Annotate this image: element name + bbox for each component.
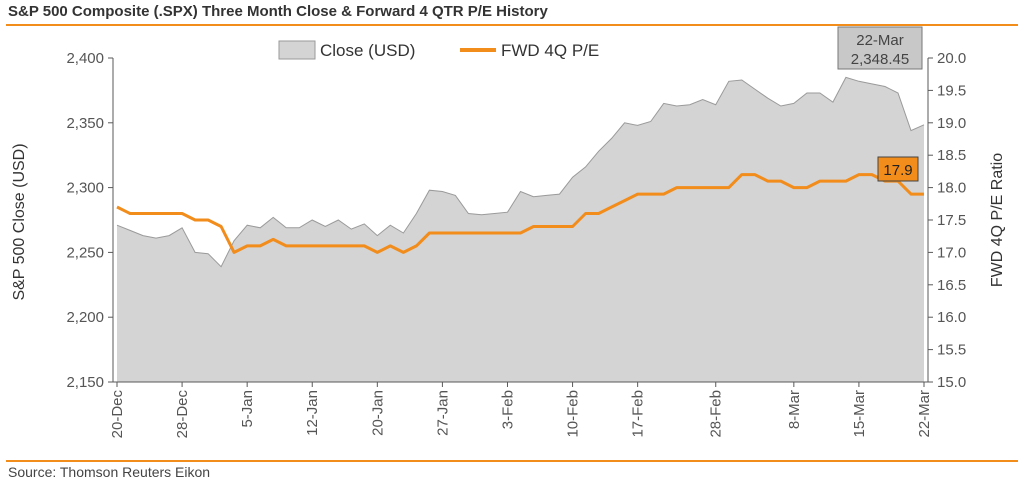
legend-swatch-close [278, 40, 316, 60]
legend: Close (USD) FWD 4Q P/E [278, 40, 599, 60]
x-tick-label: 12-Jan [304, 390, 321, 436]
axes [108, 57, 933, 387]
x-tick-label: 22-Mar [916, 390, 933, 438]
annotations: 22-Mar 2,348.45 17.9 [837, 26, 923, 182]
x-tick-label: 28-Feb [708, 390, 725, 438]
x-tick-label: 15-Mar [851, 390, 868, 438]
x-tick-label: 10-Feb [565, 390, 582, 438]
legend-label-close: Close (USD) [320, 41, 415, 60]
pe-series-layer [116, 173, 924, 254]
x-tick-label: 5-Jan [239, 390, 256, 428]
source-note: Source: Thomson Reuters Eikon [8, 464, 211, 480]
chart-title: S&P 500 Composite (.SPX) Three Month Clo… [8, 3, 548, 20]
y-left-tick-label: 2,400 [66, 50, 104, 67]
y-right-tick-label: 17.0 [937, 244, 966, 261]
y-left-axis-title: S&P 500 Close (USD) [11, 143, 28, 300]
x-tick-label: 28-Dec [174, 390, 191, 439]
y-right-tick-label: 19.5 [937, 82, 966, 99]
y-right-axis-title: FWD 4Q P/E Ratio [989, 153, 1006, 287]
last-close-value: 2,348.45 [851, 51, 909, 68]
x-tick-label: 20-Dec [109, 390, 126, 439]
pe-line [116, 173, 924, 254]
x-tick-label: 3-Feb [500, 390, 517, 429]
close-area-outline [116, 76, 925, 268]
y-left-tick-label: 2,200 [66, 309, 104, 326]
footer-divider [6, 460, 1018, 462]
legend-label-pe: FWD 4Q P/E [501, 41, 599, 60]
y-right-tick-label: 15.5 [937, 342, 966, 359]
chart: 2,150 2,200 2,250 2,300 2,350 2,400 15.0 15.5 16… [11, 26, 1006, 438]
y-left-tick-label: 2,150 [66, 374, 104, 391]
close-area [117, 77, 924, 383]
y-right-tick-label: 16.5 [937, 277, 966, 294]
last-close-date: 22-Mar [856, 32, 904, 49]
y-right-tick-label: 16.0 [937, 309, 966, 326]
x-tick-label: 27-Jan [434, 390, 451, 436]
y-right-tick-label: 18.5 [937, 147, 966, 164]
x-tick-label: 8-Mar [786, 390, 803, 429]
x-tick-label: 20-Jan [369, 390, 386, 436]
close-series-layer [116, 76, 925, 383]
y-right-tick-label: 18.0 [937, 180, 966, 197]
y-right-tick-label: 17.5 [937, 212, 966, 229]
y-left-tick-label: 2,300 [66, 180, 104, 197]
axis-labels: 2,150 2,200 2,250 2,300 2,350 2,400 15.0 15.5 16… [11, 50, 1006, 438]
y-right-tick-label: 19.0 [937, 115, 966, 132]
y-left-tick-label: 2,250 [66, 244, 104, 261]
title-divider [6, 24, 1018, 26]
y-right-tick-label: 20.0 [937, 50, 966, 67]
pe-value-callout [877, 156, 919, 182]
y-left-tick-label: 2,350 [66, 115, 104, 132]
y-right-tick-label: 15.0 [937, 374, 966, 391]
pe-value-label: 17.9 [883, 162, 912, 179]
x-tick-label: 17-Feb [630, 390, 647, 438]
last-close-callout [837, 26, 923, 70]
